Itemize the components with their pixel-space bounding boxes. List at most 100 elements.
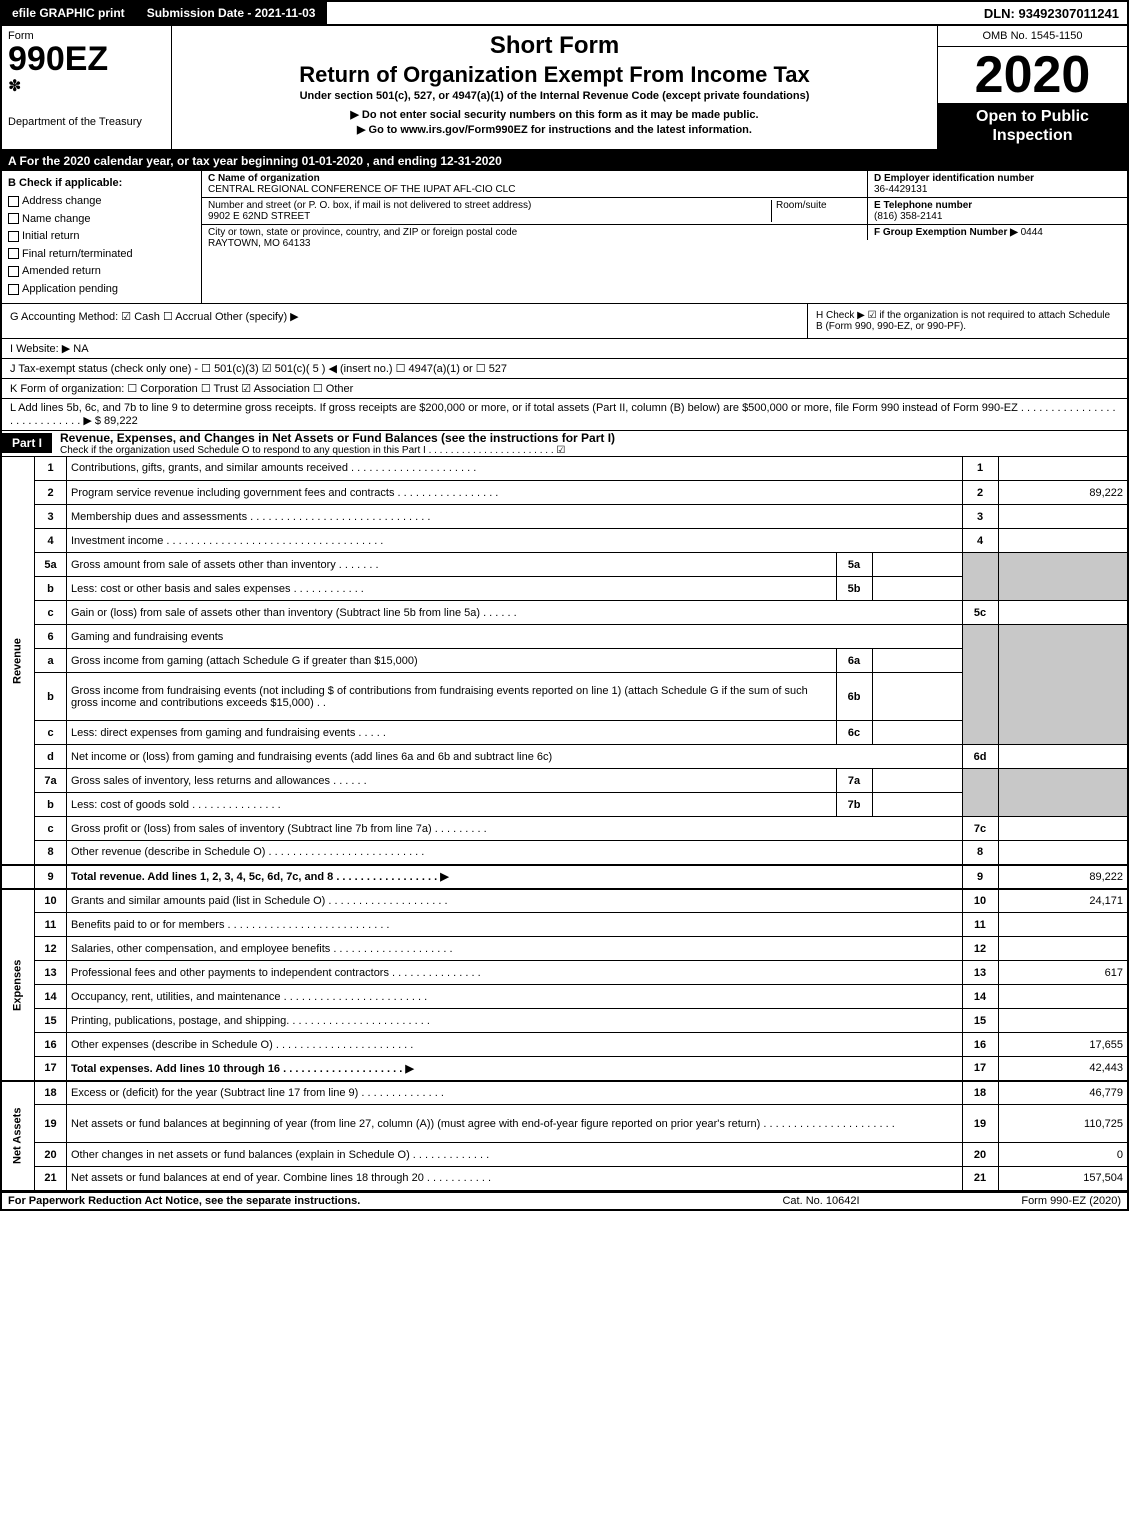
row-text: Contributions, gifts, grants, and simila… (67, 457, 963, 481)
amount: 17,655 (998, 1033, 1128, 1057)
row-num: 16 (35, 1033, 67, 1057)
line-g-h: G Accounting Method: ☑ Cash ☐ Accrual Ot… (0, 304, 1129, 339)
revenue-label-vert: Revenue (1, 457, 35, 865)
city-label: City or town, state or province, country… (208, 227, 861, 238)
line-num: 8 (962, 841, 998, 865)
line-num: 2 (962, 481, 998, 505)
line-num: 10 (962, 889, 998, 913)
sub-amount (872, 793, 962, 817)
checkbox-application-pending[interactable] (8, 284, 19, 295)
amount: 89,222 (998, 481, 1128, 505)
row-num: 2 (35, 481, 67, 505)
row-num: 3 (35, 505, 67, 529)
line-num: 7c (962, 817, 998, 841)
line-num: 13 (962, 961, 998, 985)
line-num: 15 (962, 1009, 998, 1033)
checkbox-name-change[interactable] (8, 213, 19, 224)
grey-cell (998, 625, 1128, 745)
blank-vert (1, 865, 35, 889)
box-d-label: D Employer identification number (874, 173, 1121, 184)
submission-date-button[interactable]: Submission Date - 2021-11-03 (137, 2, 328, 24)
expenses-label-vert: Expenses (1, 889, 35, 1081)
line-num: 5c (962, 601, 998, 625)
line-num: 16 (962, 1033, 998, 1057)
row-num: 14 (35, 985, 67, 1009)
amount (998, 817, 1128, 841)
line-j-status: J Tax-exempt status (check only one) - ☐… (0, 359, 1129, 379)
box-b-label: B Check if applicable: (8, 175, 195, 193)
row-text: Other changes in net assets or fund bala… (67, 1143, 963, 1167)
part-i-check-o: Check if the organization used Schedule … (52, 445, 1127, 456)
sub-line: 7b (836, 793, 872, 817)
amount: 24,171 (998, 889, 1128, 913)
row-text: Grants and similar amounts paid (list in… (67, 889, 963, 913)
row-num: b (35, 673, 67, 721)
row-text: Gross income from fundraising events (no… (67, 673, 837, 721)
omb-number: OMB No. 1545-1150 (938, 26, 1127, 47)
box-b-item: Initial return (8, 228, 195, 246)
checkbox-address-change[interactable] (8, 196, 19, 207)
line-num: 18 (962, 1081, 998, 1105)
sub-line: 5b (836, 577, 872, 601)
sub-line: 6a (836, 649, 872, 673)
goto-link[interactable]: ▶ Go to www.irs.gov/Form990EZ for instru… (178, 123, 931, 136)
line-k-org-form: K Form of organization: ☐ Corporation ☐ … (0, 379, 1129, 399)
footer-right: Form 990-EZ (2020) (921, 1195, 1121, 1207)
line-g: G Accounting Method: ☑ Cash ☐ Accrual Ot… (2, 304, 807, 338)
checkbox-final-return[interactable] (8, 248, 19, 259)
row-num: 1 (35, 457, 67, 481)
line-num: 9 (962, 865, 998, 889)
sub-amount (872, 721, 962, 745)
sub-line: 5a (836, 553, 872, 577)
phone-value: (816) 358-2141 (874, 211, 1121, 222)
line-num: 11 (962, 913, 998, 937)
grey-cell (998, 553, 1128, 601)
part-i-header: Part I Revenue, Expenses, and Changes in… (0, 431, 1129, 457)
org-info-block: B Check if applicable: Address change Na… (0, 171, 1129, 303)
row-num: 9 (35, 865, 67, 889)
short-form-title: Short Form (178, 32, 931, 60)
row-num: 4 (35, 529, 67, 553)
row-text: Membership dues and assessments . . . . … (67, 505, 963, 529)
sub-line: 6c (836, 721, 872, 745)
form-header: Form 990EZ ✽ Department of the Treasury … (0, 26, 1129, 151)
open-inspection: Open to Public Inspection (938, 103, 1127, 149)
row-num: b (35, 577, 67, 601)
row-text: Gross sales of inventory, less returns a… (67, 769, 837, 793)
row-num: 17 (35, 1057, 67, 1081)
box-f-label: F Group Exemption Number ▶ (874, 227, 1018, 238)
sub-line: 6b (836, 673, 872, 721)
row-text: Net assets or fund balances at beginning… (67, 1105, 963, 1143)
row-text: Gain or (loss) from sale of assets other… (67, 601, 963, 625)
line-num: 19 (962, 1105, 998, 1143)
row-text: Occupancy, rent, utilities, and maintena… (67, 985, 963, 1009)
checkbox-amended-return[interactable] (8, 266, 19, 277)
line-i-website: I Website: ▶ NA (0, 339, 1129, 359)
topbar-spacer (327, 2, 975, 24)
amount: 89,222 (998, 865, 1128, 889)
box-b-item: Amended return (8, 263, 195, 281)
checkbox-initial-return[interactable] (8, 231, 19, 242)
header-mid: Short Form Return of Organization Exempt… (172, 26, 937, 149)
footer-mid: Cat. No. 10642I (721, 1195, 921, 1207)
top-bar: efile GRAPHIC print Submission Date - 20… (0, 0, 1129, 26)
efile-button[interactable]: efile GRAPHIC print (2, 2, 137, 24)
sub-amount (872, 769, 962, 793)
amount (998, 913, 1128, 937)
row-text: Excess or (deficit) for the year (Subtra… (67, 1081, 963, 1105)
form-number: 990EZ (8, 42, 165, 76)
row-num: 18 (35, 1081, 67, 1105)
row-text: Other revenue (describe in Schedule O) .… (67, 841, 963, 865)
row-num: 15 (35, 1009, 67, 1033)
amount (998, 745, 1128, 769)
amount (998, 1009, 1128, 1033)
row-text: Salaries, other compensation, and employ… (67, 937, 963, 961)
row-num: 7a (35, 769, 67, 793)
amount: 46,779 (998, 1081, 1128, 1105)
line-num: 3 (962, 505, 998, 529)
sub-amount (872, 577, 962, 601)
header-left: Form 990EZ ✽ Department of the Treasury (2, 26, 172, 149)
row-num: 13 (35, 961, 67, 985)
box-b-item: Address change (8, 193, 195, 211)
box-b: B Check if applicable: Address change Na… (2, 171, 202, 302)
